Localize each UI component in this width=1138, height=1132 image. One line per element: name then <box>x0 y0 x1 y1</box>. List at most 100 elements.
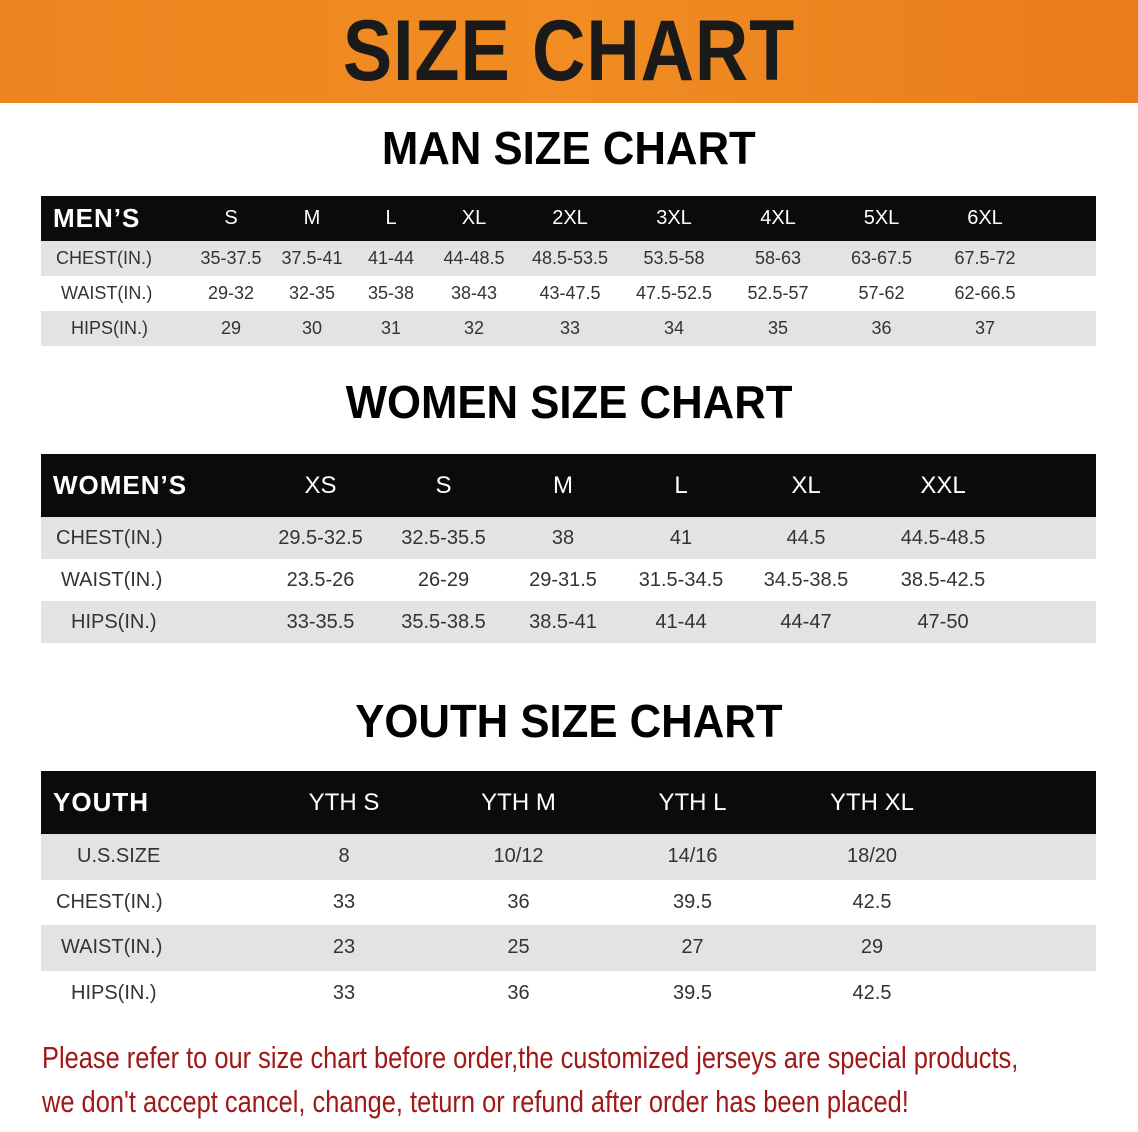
size-header-m: M <box>504 454 622 517</box>
table-row: U.S.SIZE 8 10/12 14/16 18/20 <box>41 834 1096 880</box>
measurement-cell: 57-62 <box>830 276 933 311</box>
row-filler <box>965 925 1096 971</box>
size-header-5xl: 5XL <box>830 196 933 241</box>
size-header-xl: XL <box>430 196 518 241</box>
measurement-cell: 33-35.5 <box>258 601 383 643</box>
men-section-title: MAN SIZE CHART <box>382 122 756 174</box>
measurement-cell: 42.5 <box>779 970 965 1016</box>
measurement-cell: 32-35 <box>272 276 352 311</box>
youth-size-table: YOUTH YTH S YTH M YTH L YTH XL U.S.SIZE 8 10/12… <box>41 771 1096 1016</box>
row-label: CHEST(IN.) <box>41 517 258 559</box>
measurement-cell: 33 <box>257 879 431 925</box>
header-filler <box>965 771 1096 834</box>
row-label: WAIST(IN.) <box>41 559 258 601</box>
measurement-cell: 14/16 <box>606 834 779 880</box>
size-header-m: M <box>272 196 352 241</box>
table-row: HIPS(IN.) 33 36 39.5 42.5 <box>41 970 1096 1016</box>
row-label: HIPS(IN.) <box>41 970 257 1016</box>
size-header-l: L <box>352 196 430 241</box>
row-filler <box>1014 601 1096 643</box>
row-label: WAIST(IN.) <box>41 925 257 971</box>
measurement-cell: 29 <box>779 925 965 971</box>
measurement-cell: 33 <box>257 970 431 1016</box>
measurement-cell: 41-44 <box>622 601 740 643</box>
table-row: CHEST(IN.) 35-37.5 37.5-41 41-44 44-48.5 48.5… <box>41 241 1096 276</box>
women-section-title: WOMEN SIZE CHART <box>345 376 793 428</box>
measurement-cell: 62-66.5 <box>933 276 1037 311</box>
table-row: HIPS(IN.) 33-35.5 35.5-38.5 38.5-41 41-44 44-… <box>41 601 1096 643</box>
size-header-xl: XL <box>740 454 872 517</box>
table-row: WAIST(IN.) 23 25 27 29 <box>41 925 1096 971</box>
measurement-cell: 30 <box>272 311 352 346</box>
size-header-yth-s: YTH S <box>257 771 431 834</box>
size-chart-banner: SIZE CHART <box>0 0 1138 103</box>
measurement-cell: 35.5-38.5 <box>383 601 504 643</box>
measurement-cell: 33 <box>518 311 622 346</box>
measurement-cell: 39.5 <box>606 970 779 1016</box>
measurement-cell: 34 <box>622 311 726 346</box>
header-row: WOMEN’S XS S M L XL XXL <box>41 454 1096 517</box>
banner-title: SIZE CHART <box>342 3 796 99</box>
measurement-cell: 53.5-58 <box>622 241 726 276</box>
youth-section-title: YOUTH SIZE CHART <box>355 695 783 747</box>
note-line-2: we don't accept cancel, change, teturn o… <box>42 1084 909 1119</box>
measurement-cell: 39.5 <box>606 879 779 925</box>
row-filler <box>1037 241 1096 276</box>
row-label: HIPS(IN.) <box>41 311 190 346</box>
size-header-xxl: XXL <box>872 454 1014 517</box>
measurement-cell: 36 <box>830 311 933 346</box>
size-header-3xl: 3XL <box>622 196 726 241</box>
measurement-cell: 31 <box>352 311 430 346</box>
measurement-cell: 36 <box>431 970 606 1016</box>
header-row: YOUTH YTH S YTH M YTH L YTH XL <box>41 771 1096 834</box>
size-header-4xl: 4XL <box>726 196 830 241</box>
measurement-cell: 29-32 <box>190 276 272 311</box>
header-row: MEN’S S M L XL 2XL 3XL 4XL 5XL 6XL <box>41 196 1096 241</box>
row-filler <box>1014 559 1096 601</box>
measurement-cell: 44.5-48.5 <box>872 517 1014 559</box>
header-label: YOUTH <box>41 771 257 834</box>
measurement-cell: 52.5-57 <box>726 276 830 311</box>
measurement-cell: 38-43 <box>430 276 518 311</box>
measurement-cell: 41-44 <box>352 241 430 276</box>
measurement-cell: 29-31.5 <box>504 559 622 601</box>
table-row: HIPS(IN.) 29 30 31 32 33 34 35 36 37 <box>41 311 1096 346</box>
measurement-cell: 18/20 <box>779 834 965 880</box>
men-size-table: MEN’S S M L XL 2XL 3XL 4XL 5XL 6XL CHEST(IN.) 35-37… <box>41 196 1096 346</box>
measurement-cell: 67.5-72 <box>933 241 1037 276</box>
measurement-cell: 35-37.5 <box>190 241 272 276</box>
order-policy-note: Please refer to our size chart before or… <box>42 1036 1019 1124</box>
measurement-cell: 38 <box>504 517 622 559</box>
measurement-cell: 34.5-38.5 <box>740 559 872 601</box>
row-label: CHEST(IN.) <box>41 879 257 925</box>
measurement-cell: 48.5-53.5 <box>518 241 622 276</box>
measurement-cell: 44.5 <box>740 517 872 559</box>
measurement-cell: 36 <box>431 879 606 925</box>
size-header-6xl: 6XL <box>933 196 1037 241</box>
size-header-yth-l: YTH L <box>606 771 779 834</box>
size-header-s: S <box>383 454 504 517</box>
header-label: WOMEN’S <box>41 454 258 517</box>
table-row: CHEST(IN.) 33 36 39.5 42.5 <box>41 879 1096 925</box>
row-label: U.S.SIZE <box>41 834 257 880</box>
measurement-cell: 43-47.5 <box>518 276 622 311</box>
size-header-l: L <box>622 454 740 517</box>
measurement-cell: 37 <box>933 311 1037 346</box>
measurement-cell: 38.5-41 <box>504 601 622 643</box>
measurement-cell: 42.5 <box>779 879 965 925</box>
measurement-cell: 47.5-52.5 <box>622 276 726 311</box>
note-line-1: Please refer to our size chart before or… <box>42 1040 1019 1075</box>
size-header-yth-m: YTH M <box>431 771 606 834</box>
measurement-cell: 31.5-34.5 <box>622 559 740 601</box>
measurement-cell: 23.5-26 <box>258 559 383 601</box>
measurement-cell: 35 <box>726 311 830 346</box>
table-row: CHEST(IN.) 29.5-32.5 32.5-35.5 38 41 44.5 44.5… <box>41 517 1096 559</box>
table-row: WAIST(IN.) 23.5-26 26-29 29-31.5 31.5-34.5 34… <box>41 559 1096 601</box>
measurement-cell: 44-47 <box>740 601 872 643</box>
size-header-s: S <box>190 196 272 241</box>
size-header-2xl: 2XL <box>518 196 622 241</box>
size-header-xs: XS <box>258 454 383 517</box>
measurement-cell: 44-48.5 <box>430 241 518 276</box>
row-filler <box>1014 517 1096 559</box>
row-filler <box>1037 276 1096 311</box>
